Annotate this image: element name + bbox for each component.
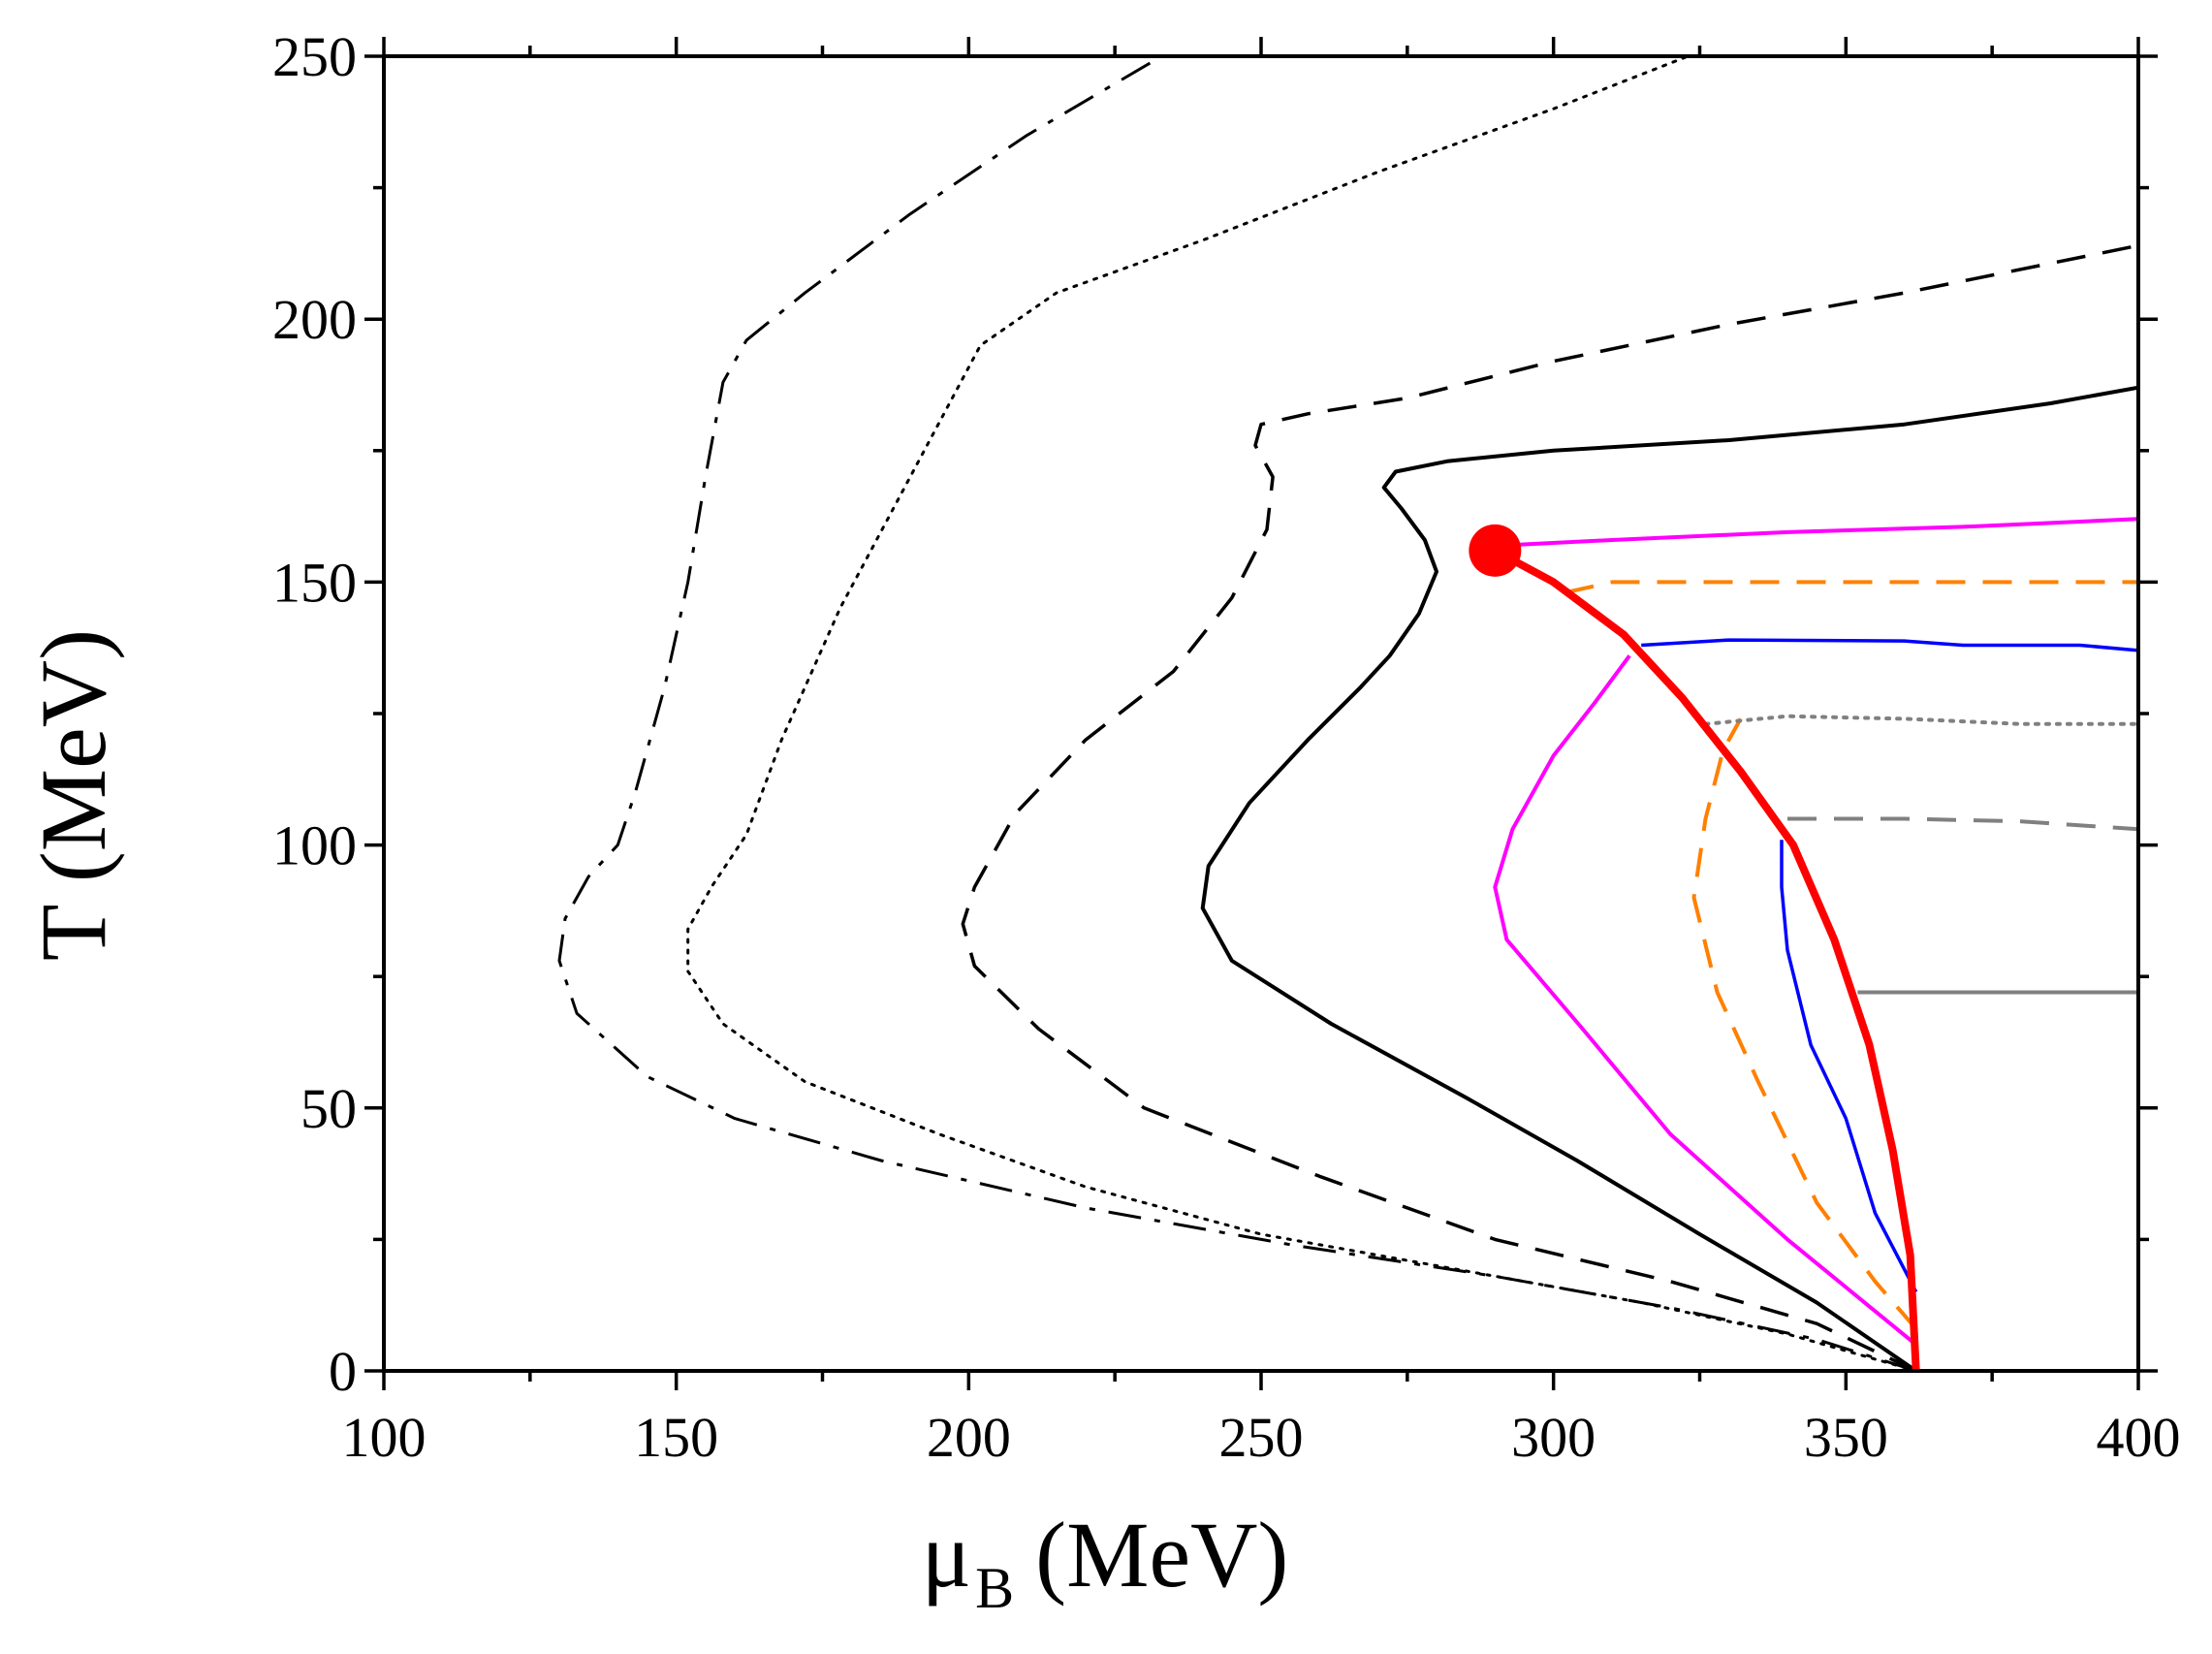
y-tick-label: 100 [272, 814, 357, 877]
series-line-orange-dashed-upper [1564, 580, 2138, 595]
series-line-dotted-black [686, 56, 1918, 1371]
series-line-gray-dotted [1703, 714, 2138, 726]
series-line-gray-dashed [1787, 816, 2138, 832]
x-axis-subscript: B [975, 1556, 1014, 1620]
x-axis-unit: (MeV) [1035, 1503, 1288, 1606]
tick-labels: 100 150 200 250 300 350 400 0 50 100 150 200 250 [272, 25, 2181, 1469]
series-layer [557, 56, 2138, 1371]
series-line-magenta-upper [1506, 517, 2138, 548]
y-axis-title: T (MeV) [21, 629, 125, 961]
x-tick-label: 200 [927, 1406, 1011, 1469]
y-tick-label: 50 [300, 1077, 357, 1140]
series-line-dashed-black [961, 243, 2138, 1371]
x-axis-title: μB (MeV) [922, 1503, 1289, 1620]
plot-frame [382, 54, 2140, 1373]
x-tick-label: 300 [1511, 1406, 1596, 1469]
y-tick-label: 150 [272, 551, 357, 614]
series-line-solid-black [1200, 385, 2138, 1371]
y-tick-label: 0 [329, 1340, 357, 1403]
axis-ticks [364, 37, 2158, 1390]
y-tick-label: 250 [272, 25, 357, 88]
series-line-magenta [1493, 654, 1917, 1347]
x-tick-label: 400 [2097, 1406, 2181, 1469]
x-axis-symbol: μ [922, 1503, 971, 1606]
plot-border [382, 54, 2140, 1373]
x-tick-label: 150 [634, 1406, 718, 1469]
series-line-red-boundary [1493, 547, 1920, 1371]
series-line-blue [1780, 840, 1918, 1293]
x-tick-label: 100 [342, 1406, 427, 1469]
series-line-orange-dashed [1691, 717, 1918, 1330]
x-tick-label: 350 [1804, 1406, 1888, 1469]
x-tick-label: 250 [1219, 1406, 1304, 1469]
series-line-dash-dot-black [557, 56, 1917, 1371]
series-line-blue-upper [1641, 638, 2138, 652]
y-tick-label: 200 [272, 288, 357, 351]
critical-point-marker [1469, 524, 1522, 577]
